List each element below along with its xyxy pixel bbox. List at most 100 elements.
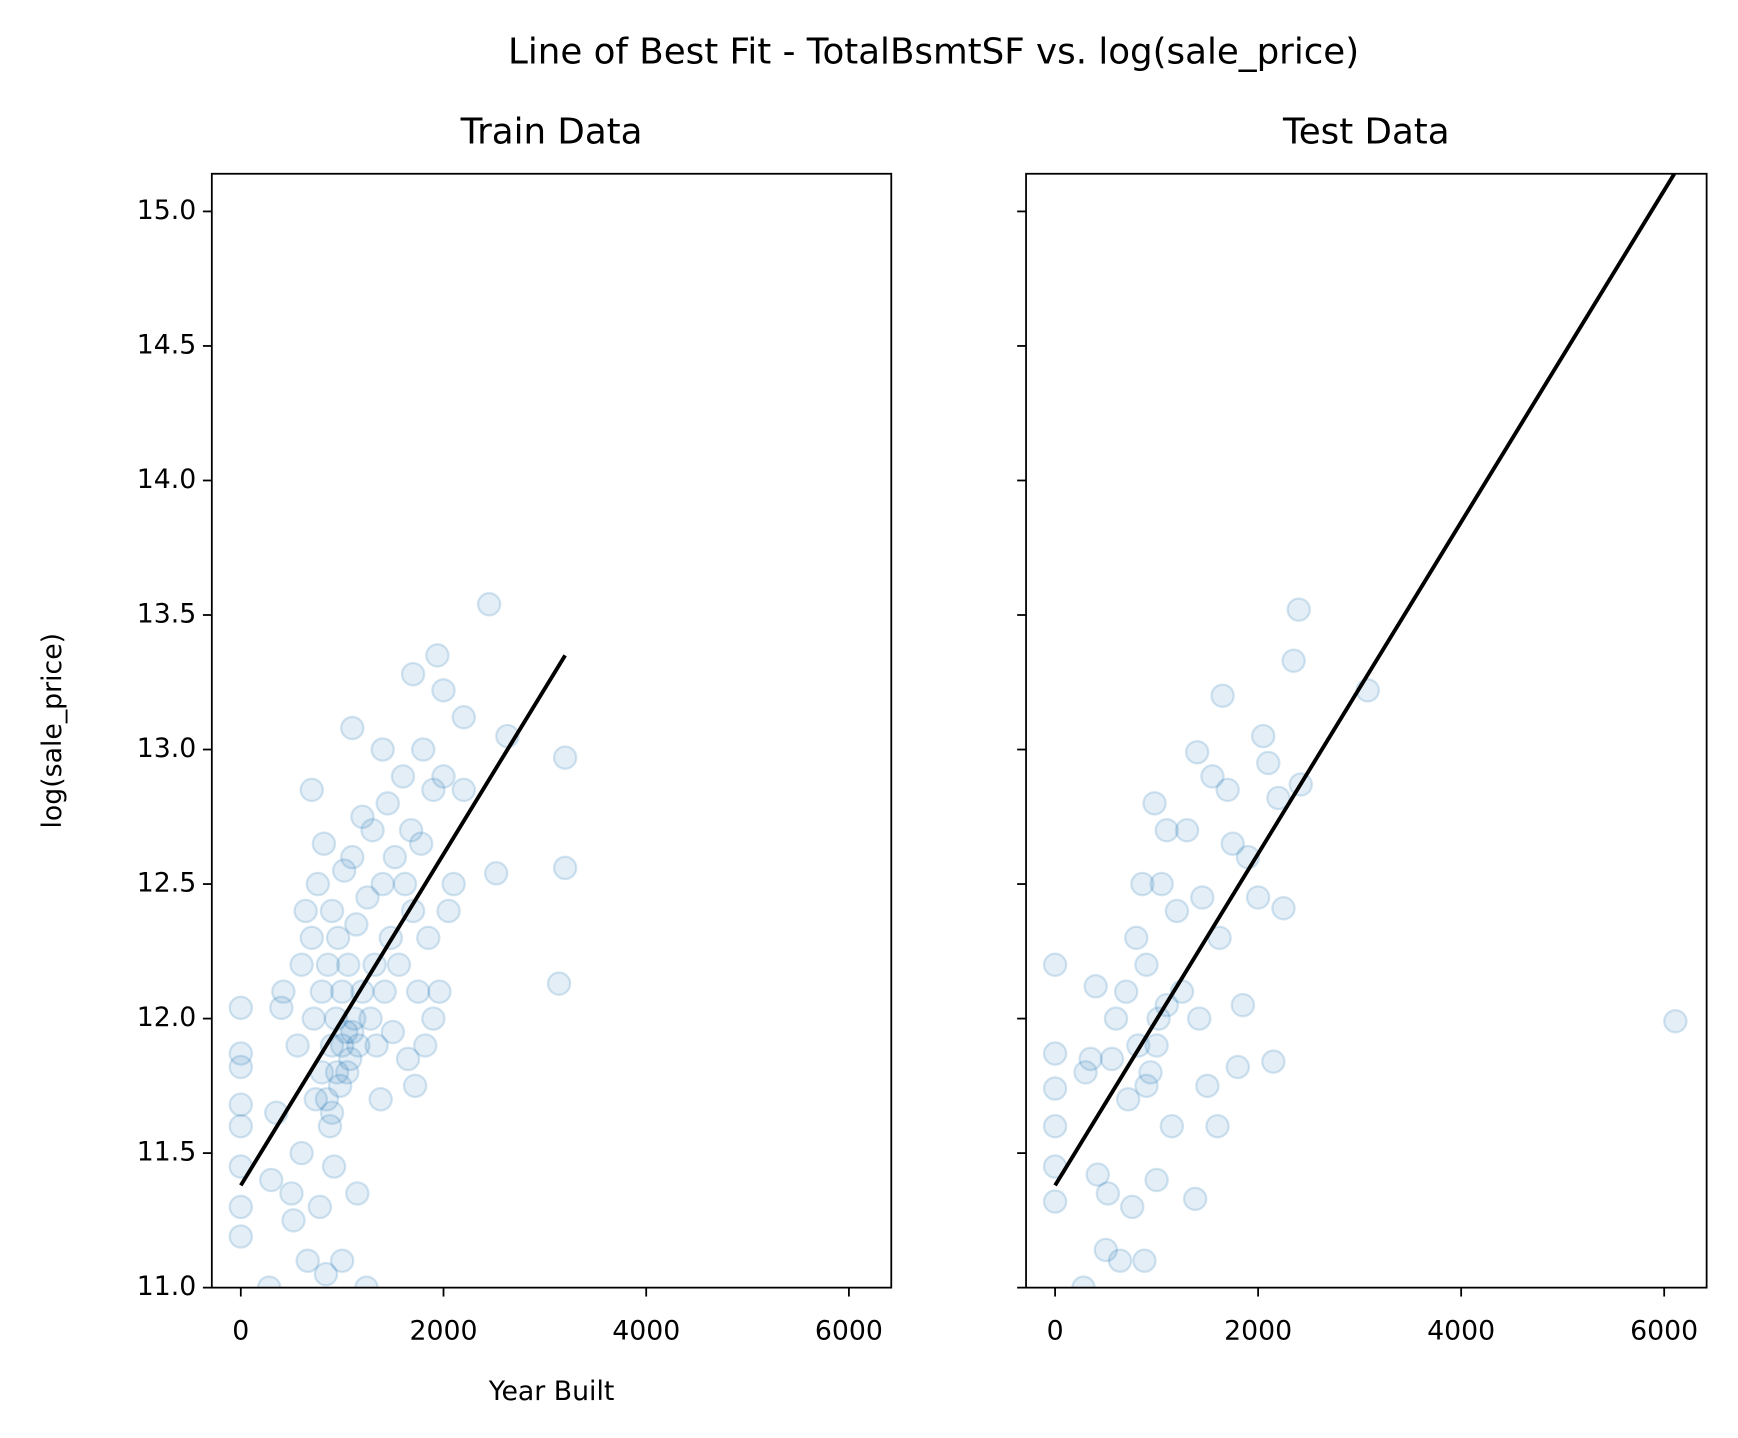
x-tick-label: 2000 — [410, 1316, 478, 1347]
scatter-point — [311, 831, 337, 856]
y-tick-label: 15.0 — [137, 195, 197, 226]
scatter-point — [370, 737, 395, 762]
scatter-point — [1225, 1054, 1251, 1080]
scatter-point — [327, 1073, 353, 1099]
scatter-point — [335, 952, 361, 978]
scatter-point — [425, 643, 450, 668]
scatter-point — [285, 1033, 310, 1058]
scatter-point — [1186, 1006, 1212, 1031]
y-tick-label: 12.5 — [137, 868, 197, 899]
scatter-point — [258, 1167, 284, 1193]
scatter-point — [315, 952, 341, 978]
scatter-point — [1286, 597, 1311, 622]
scatter-point — [416, 925, 441, 951]
scatter-point — [358, 1006, 383, 1031]
y-tick-label: 14.0 — [137, 464, 197, 495]
x-tick-label: 0 — [232, 1316, 249, 1347]
scatter-point — [1071, 1275, 1096, 1288]
scatter-point — [410, 737, 436, 762]
scatter-point — [398, 817, 424, 843]
scatter-point — [1159, 1113, 1185, 1139]
scatter-point — [1093, 1237, 1119, 1263]
scatter-point — [309, 979, 335, 1004]
scatter-point — [1200, 764, 1225, 789]
axes-frame — [210, 172, 893, 1289]
figure-title: Line of Best Fit - TotalBsmtSF vs. log(s… — [508, 31, 1359, 72]
scatter-point — [1164, 898, 1190, 924]
scatter-point — [1099, 1046, 1125, 1072]
scatter-point — [413, 1033, 438, 1058]
scatter-point — [408, 831, 434, 856]
scatter-point — [299, 925, 325, 951]
scatter-point — [344, 912, 369, 937]
scatter-point — [368, 1087, 393, 1112]
scatter-point — [1210, 683, 1235, 708]
scatter-point — [1154, 817, 1180, 843]
y-tick-label: 13.5 — [137, 599, 197, 630]
scatter-point — [375, 791, 401, 816]
scatter-point — [321, 1154, 347, 1179]
y-tick-label: 11.5 — [137, 1137, 197, 1168]
scatter-point — [380, 1019, 406, 1045]
scatter-point — [324, 1060, 350, 1085]
scatter-point — [1103, 1006, 1129, 1031]
scatter-point — [331, 858, 357, 883]
scatter-point — [386, 952, 412, 978]
fit-line — [1053, 173, 1677, 1187]
scatter-point — [1663, 1009, 1688, 1034]
scatter-point — [1130, 871, 1155, 897]
scatter-point — [299, 777, 325, 803]
axes-frame — [1025, 172, 1708, 1289]
scatter-point — [325, 925, 351, 951]
scatter-point — [271, 979, 296, 1004]
scatter-point — [546, 971, 572, 996]
scatter-point — [1142, 791, 1167, 816]
scatter-point — [390, 764, 416, 789]
scatter-point — [1083, 974, 1108, 999]
scatter-point — [1149, 871, 1174, 897]
scatter-point — [1095, 1181, 1121, 1206]
scatter-point — [372, 979, 397, 1004]
scatter-point — [354, 1275, 379, 1288]
scatter-point — [329, 1248, 355, 1273]
scatter-point — [340, 844, 365, 870]
scatter-point — [338, 1046, 363, 1072]
scatter-point — [1107, 1248, 1133, 1273]
scatter-point — [340, 1019, 365, 1045]
scatter-point — [1144, 1167, 1169, 1193]
scatter-point — [256, 1275, 282, 1288]
scatter-point — [1184, 739, 1210, 765]
scatter-point — [1182, 1186, 1208, 1212]
scatter-point — [295, 1248, 320, 1273]
scatter-point — [228, 1113, 254, 1139]
x-tick-label: 2000 — [1224, 1316, 1292, 1347]
scatter-point — [355, 885, 380, 910]
scatter-point — [228, 1194, 254, 1220]
scatter-point — [1281, 648, 1306, 673]
scatter-point — [1266, 785, 1291, 811]
scatter-point — [364, 1033, 389, 1058]
scatter-point — [441, 871, 466, 897]
x-tick-label: 6000 — [815, 1316, 883, 1347]
scatter-point — [301, 1006, 327, 1031]
scatter-point — [305, 871, 331, 897]
scatter-point — [476, 591, 502, 617]
scatter-point — [1078, 1046, 1103, 1072]
scatter-point — [1220, 831, 1245, 856]
scatter-point — [395, 1046, 421, 1072]
scatter-point — [281, 1208, 306, 1233]
scatter-point — [228, 995, 254, 1021]
scatter-point — [317, 1113, 343, 1139]
scatter-point — [552, 745, 578, 770]
scatter-point — [228, 1054, 254, 1080]
fit-line — [239, 654, 567, 1187]
scatter-point — [1215, 777, 1240, 803]
scatter-point — [269, 995, 294, 1021]
scatter-point — [1134, 952, 1159, 978]
scatter-point — [1256, 750, 1281, 776]
scatter-point — [552, 855, 578, 881]
scatter-point — [1230, 992, 1256, 1018]
scatter-point — [405, 979, 431, 1004]
scatter-point — [1042, 1113, 1068, 1139]
